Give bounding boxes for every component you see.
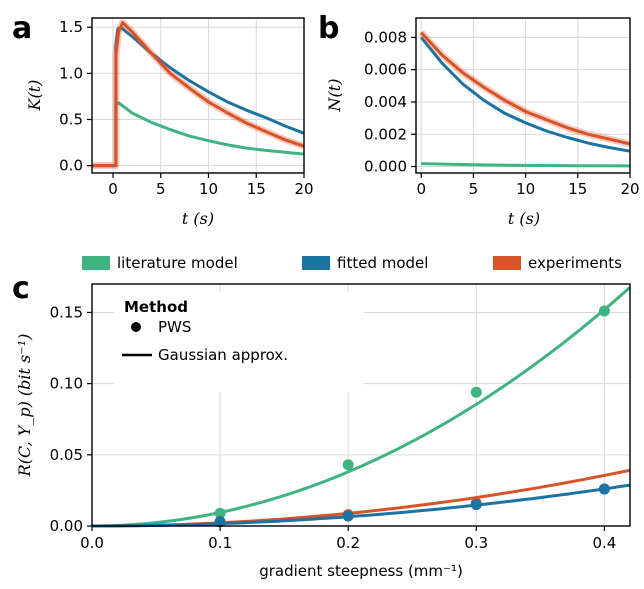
c-point-fitted xyxy=(470,499,482,511)
b-xtick-label: 15 xyxy=(568,180,587,198)
c-xtick-label: 0.1 xyxy=(208,534,232,552)
b-ytick-label: 0.006 xyxy=(364,61,407,79)
method-legend-pws-marker xyxy=(131,322,141,332)
method-legend-pws-label: PWS xyxy=(158,318,191,336)
method-legend-title: Method xyxy=(124,298,188,316)
c-ytick-label: 0.10 xyxy=(50,375,83,393)
panel-b-ylabel: N(t) xyxy=(325,79,344,113)
panel-c-xlabel: gradient steepness (mm⁻¹) xyxy=(259,562,463,580)
c-point-fitted xyxy=(598,483,610,495)
legend-label-experiments: experiments xyxy=(528,254,622,272)
legend-swatch-literature xyxy=(82,256,110,270)
c-xtick-label: 0.0 xyxy=(80,534,104,552)
panel-c-frame xyxy=(91,283,631,527)
b-xtick-label: 20 xyxy=(620,180,639,198)
panel-c-chart: 0.0 0.1 0.2 0.3 0.4 0.00 0.05 0.10 0.15 gradient… xyxy=(15,283,631,580)
panel-a-ylabel: K(t) xyxy=(25,80,44,112)
a-ytick-label: 0.0 xyxy=(59,157,83,175)
c-xtick-label: 0.4 xyxy=(592,534,616,552)
top-legend: literature model fitted model experiment… xyxy=(82,254,622,272)
panel-a-frame xyxy=(91,17,305,174)
c-ytick-label: 0.15 xyxy=(50,303,83,321)
c-xtick-label: 0.2 xyxy=(336,534,360,552)
c-point-literature xyxy=(214,507,226,519)
panel-letter-a: a xyxy=(12,11,32,46)
panel-c-ylabel: R(C, Y_p) (bit s⁻¹) xyxy=(15,334,34,478)
c-curve-literature xyxy=(91,286,631,528)
b-ytick-label: 0.004 xyxy=(364,93,407,111)
c-curve-fitted xyxy=(92,483,631,528)
c-point-fitted xyxy=(214,516,226,528)
c-ytick-label: 0.00 xyxy=(50,517,83,535)
a-xtick-label: 5 xyxy=(156,180,166,198)
legend-swatch-experiments xyxy=(493,256,521,270)
legend-label-literature: literature model xyxy=(117,254,238,272)
a-ytick-label: 0.5 xyxy=(59,110,83,128)
c-curve-experiments xyxy=(92,468,631,528)
b-xtick-label: 10 xyxy=(516,180,535,198)
legend-swatch-fitted xyxy=(302,256,330,270)
legend-label-fitted: fitted model xyxy=(337,254,428,272)
b-ytick-label: 0.008 xyxy=(364,28,407,46)
panel-b-xlabel: t (s) xyxy=(508,209,540,228)
b-xtick-label: 5 xyxy=(469,180,479,198)
method-legend-bg xyxy=(114,292,364,392)
panel-a-xlabel: t (s) xyxy=(182,209,214,228)
panel-letter-c: c xyxy=(12,271,30,306)
b-ytick-label: 0.002 xyxy=(364,125,407,143)
c-point-fitted xyxy=(342,510,354,522)
b-xtick-label: 0 xyxy=(416,180,426,198)
a-xtick-label: 10 xyxy=(199,180,218,198)
c-point-literature xyxy=(470,386,482,398)
a-xtick-label: 20 xyxy=(294,180,313,198)
c-xtick-label: 0.3 xyxy=(464,534,488,552)
b-series-fitted xyxy=(420,36,631,153)
a-ytick-label: 1.5 xyxy=(59,18,83,36)
panel-a-chart: 0 5 10 15 20 0.0 0.5 1.0 1.5 t (s) K(t) xyxy=(25,17,314,228)
c-ytick-label: 0.05 xyxy=(50,446,83,464)
b-ytick-label: 0.000 xyxy=(364,158,407,176)
c-point-literature xyxy=(598,305,610,317)
a-xtick-label: 0 xyxy=(108,180,118,198)
method-legend-gaussian-label: Gaussian approx. xyxy=(158,346,288,364)
a-xtick-label: 15 xyxy=(247,180,266,198)
c-point-literature xyxy=(342,459,354,471)
b-series-literature xyxy=(421,162,631,168)
method-legend: Method PWS Gaussian approx. xyxy=(114,292,364,392)
a-series-experiments xyxy=(92,21,305,168)
panel-letter-b: b xyxy=(318,11,339,46)
a-ytick-label: 1.0 xyxy=(59,64,83,82)
panel-b-frame xyxy=(415,17,631,174)
b-series-experiments xyxy=(420,31,631,146)
